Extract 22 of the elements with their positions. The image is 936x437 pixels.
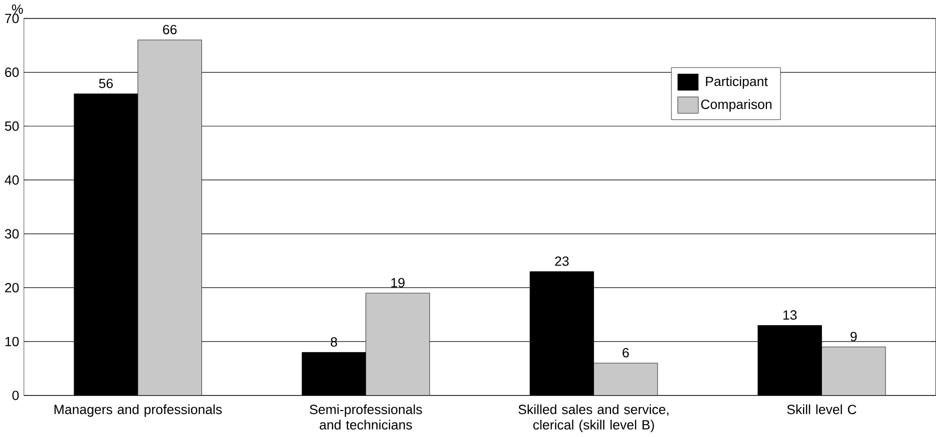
data-label: 6	[622, 348, 629, 358]
x-tick-label: Semi-professionals and technicians	[310, 404, 422, 430]
y-tick-label: 10	[5, 337, 19, 346]
x-tick-label: Skill level C	[787, 404, 856, 414]
y-tick-label: 30	[4, 229, 19, 239]
data-label: 9	[850, 332, 857, 342]
y-tick-label: 70	[5, 14, 19, 24]
data-label: 66	[163, 25, 177, 34]
data-label: 23	[555, 256, 569, 266]
data-label: 13	[783, 310, 797, 320]
data-label: 56	[99, 78, 113, 88]
y-axis-title: %	[12, 4, 23, 14]
x-tick-label: Skilled sales and service, clerical (skill level B)	[518, 404, 668, 432]
x-tick-label: Managers and professionals	[54, 404, 222, 418]
y-tick-label: 40	[4, 175, 19, 185]
y-tick-label: 0	[12, 390, 19, 400]
y-tick-label: 60	[5, 68, 19, 78]
y-tick-label: 20	[5, 283, 19, 293]
legend-label: Participant	[706, 76, 768, 89]
data-label: 19	[391, 278, 405, 288]
y-tick-label: 50	[4, 122, 19, 132]
legend-label: Comparison	[701, 99, 772, 112]
